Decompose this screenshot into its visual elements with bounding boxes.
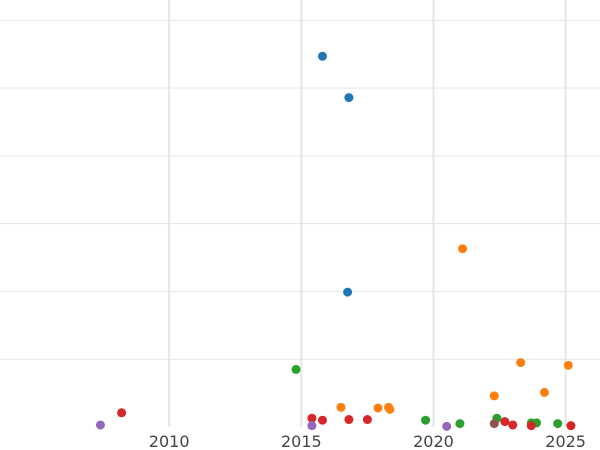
point-s1-5 — [336, 402, 346, 412]
point-s3-3 — [344, 415, 354, 425]
data-points — [95, 51, 576, 431]
point-s1-8 — [385, 404, 395, 414]
x-tick-label-2: 2020 — [413, 432, 454, 450]
point-s2-2 — [455, 419, 465, 429]
point-s3-7 — [526, 421, 536, 431]
point-s4-0 — [95, 420, 105, 430]
point-s1-1 — [516, 358, 526, 368]
point-s5-0 — [489, 419, 499, 429]
x-tick-label-0: 2010 — [149, 432, 190, 450]
point-s0-2 — [343, 287, 353, 297]
x-axis-tick-labels: 2010 2015 2020 2025 — [149, 432, 586, 450]
gridlines — [0, 0, 600, 427]
point-s1-0 — [458, 244, 468, 254]
point-s3-1 — [307, 413, 317, 423]
point-s0-1 — [344, 93, 354, 103]
point-s4-2 — [442, 421, 452, 431]
point-s4-1 — [307, 421, 317, 431]
point-s2-1 — [421, 415, 431, 425]
point-s3-6 — [508, 420, 518, 430]
point-s3-5 — [500, 417, 510, 427]
x-tick-label-1: 2015 — [281, 432, 322, 450]
point-s3-0 — [117, 408, 127, 418]
point-s3-4 — [362, 415, 372, 425]
point-s0-0 — [317, 51, 327, 61]
point-s2-0 — [291, 364, 301, 374]
point-s3-8 — [566, 421, 576, 431]
point-s1-4 — [489, 391, 499, 401]
x-tick-label-3: 2025 — [545, 432, 586, 450]
point-s1-2 — [563, 360, 573, 370]
point-s1-6 — [373, 403, 383, 413]
point-s2-6 — [553, 419, 563, 429]
point-s3-2 — [317, 415, 327, 425]
point-s1-3 — [539, 387, 549, 397]
